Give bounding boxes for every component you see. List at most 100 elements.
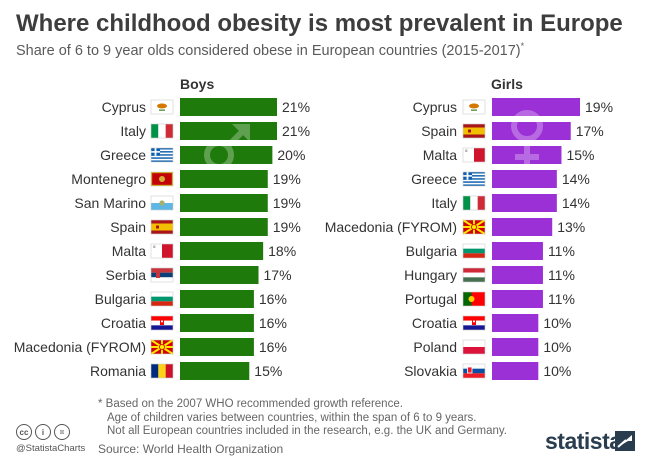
girls-panel-title: Girls [491, 76, 523, 92]
girls-value-macedonia-fyrom: 13% [557, 219, 585, 235]
chart-subtitle: Share of 6 to 9 year olds considered obe… [16, 41, 524, 59]
boys-label-bulgaria: Bulgaria [95, 291, 147, 307]
by-icon[interactable]: i [35, 424, 51, 440]
twitter-handle[interactable]: @StatistaCharts [16, 443, 86, 454]
girls-bar-spain [492, 122, 571, 140]
boys-value-romania: 15% [254, 363, 282, 379]
boys-value-italy: 21% [282, 123, 310, 139]
boys-bar-bulgaria [180, 290, 254, 308]
boys-label-cyprus: Cyprus [102, 99, 146, 115]
girls-bar-croatia [492, 314, 539, 332]
subtitle-text: Share of 6 to 9 year olds considered obe… [16, 42, 521, 59]
macedonia-flag-icon [462, 219, 486, 235]
boys-value-croatia: 16% [259, 315, 287, 331]
macedonia-flag-icon [150, 339, 174, 355]
girls-bar-hungary [492, 266, 543, 284]
boys-value-montenegro: 19% [273, 171, 301, 187]
boys-bar-montenegro [180, 170, 268, 188]
boys-label-san-marino: San Marino [74, 195, 146, 211]
girls-label-spain: Spain [421, 123, 457, 139]
girls-bar-italy [492, 194, 557, 212]
girls-value-poland: 10% [543, 339, 571, 355]
girls-label-cyprus: Cyprus [413, 99, 457, 115]
girls-value-greece: 14% [562, 171, 590, 187]
girls-bar-portugal [492, 290, 543, 308]
slovakia-flag-icon [462, 363, 486, 379]
girls-bar-bulgaria [492, 242, 543, 260]
girls-label-slovakia: Slovakia [404, 363, 457, 379]
footnote-1: * Based on the 2007 WHO recommended grow… [98, 398, 403, 410]
statista-logo-mark-icon [615, 431, 635, 451]
boys-bar-greece [180, 146, 273, 164]
girls-bar-slovakia [492, 362, 539, 380]
bulgaria-flag-icon [150, 291, 174, 307]
boys-label-greece: Greece [100, 147, 146, 163]
girls-value-portugal: 11% [548, 291, 575, 307]
girls-bar-macedonia-fyrom [492, 218, 553, 236]
license-icons[interactable]: cc i = [16, 424, 70, 440]
boys-bar-cyprus [180, 98, 277, 116]
girls-label-croatia: Croatia [412, 315, 457, 331]
footnote-2: Age of children varies between countries… [107, 411, 477, 424]
female-symbol-icon [511, 110, 543, 170]
croatia-flag-icon [150, 315, 174, 331]
girls-bar-poland [492, 338, 539, 356]
girls-value-cyprus: 19% [585, 99, 613, 115]
equals-icon[interactable]: = [54, 424, 70, 440]
italy-flag-icon [462, 195, 486, 211]
malta-flag-icon [462, 147, 486, 163]
portugal-flag-icon [462, 291, 486, 307]
girls-value-slovakia: 10% [543, 363, 571, 379]
boys-value-malta: 18% [268, 243, 296, 259]
girls-value-italy: 14% [562, 195, 590, 211]
girls-chart: Cyprus 19% Spain 17% Malta 15% Greece 14% Italy 1… [325, 98, 613, 380]
boys-value-serbia: 17% [264, 267, 292, 283]
romania-flag-icon [150, 363, 174, 379]
girls-label-bulgaria: Bulgaria [406, 243, 458, 259]
cyprus-flag-icon [462, 99, 486, 115]
boys-label-romania: Romania [90, 363, 146, 379]
boys-label-malta: Malta [112, 243, 146, 259]
greece-flag-icon [462, 171, 486, 187]
spain-flag-icon [462, 123, 486, 139]
boys-value-macedonia-fyrom: 16% [259, 339, 287, 355]
boys-bar-romania [180, 362, 250, 380]
boys-panel-title: Boys [180, 76, 215, 92]
boys-bar-serbia [180, 266, 259, 284]
croatia-flag-icon [462, 315, 486, 331]
boys-bar-malta [180, 242, 264, 260]
boys-label-italy: Italy [120, 123, 146, 139]
boys-label-serbia: Serbia [106, 267, 147, 283]
poland-flag-icon [462, 339, 486, 355]
boys-value-san-marino: 19% [273, 195, 301, 211]
statista-logo[interactable]: statista [545, 428, 622, 454]
girls-label-italy: Italy [431, 195, 457, 211]
girls-value-spain: 17% [576, 123, 604, 139]
subtitle-footnote-mark: * [520, 41, 525, 51]
boys-label-macedonia-fyrom: Macedonia (FYROM) [14, 339, 146, 355]
malta-flag-icon [150, 243, 174, 259]
girls-label-poland: Poland [413, 339, 457, 355]
boys-bar-spain [180, 218, 268, 236]
cc-icon[interactable]: cc [16, 424, 32, 440]
boys-bar-italy [180, 122, 277, 140]
boys-bar-macedonia-fyrom [180, 338, 254, 356]
girls-label-portugal: Portugal [405, 291, 457, 307]
cyprus-flag-icon [150, 99, 174, 115]
boys-value-spain: 19% [273, 219, 301, 235]
girls-label-greece: Greece [411, 171, 457, 187]
girls-value-croatia: 10% [543, 315, 571, 331]
bulgaria-flag-icon [462, 243, 486, 259]
girls-value-hungary: 11% [548, 267, 575, 283]
male-symbol-icon [204, 124, 250, 170]
italy-flag-icon [150, 123, 174, 139]
boys-bar-croatia [180, 314, 254, 332]
boys-value-greece: 20% [277, 147, 305, 163]
boys-label-croatia: Croatia [101, 315, 146, 331]
source-text: Source: World Health Organization [98, 442, 284, 456]
hungary-flag-icon [462, 267, 486, 283]
montenegro-flag-icon [150, 171, 174, 187]
boys-label-montenegro: Montenegro [71, 171, 146, 187]
girls-bar-malta [492, 146, 562, 164]
greece-flag-icon [150, 147, 174, 163]
